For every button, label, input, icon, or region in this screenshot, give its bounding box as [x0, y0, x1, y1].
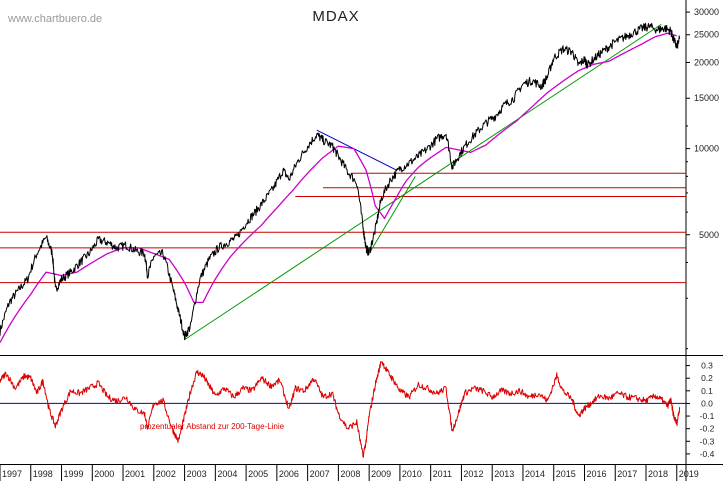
y-tick-label-1: 25000 — [694, 30, 719, 40]
oscillator-line — [0, 361, 681, 458]
y-tick-label-5: 5000 — [699, 230, 719, 240]
osc-tick-label-7: -0.4 — [700, 449, 715, 459]
x-tick-label-1: 1998 — [33, 469, 53, 479]
x-tick-label-6: 2003 — [187, 469, 207, 479]
osc-tick-label-2: 0.1 — [701, 386, 713, 396]
trendline-1 — [368, 176, 416, 254]
x-tick-label-13: 2010 — [402, 469, 422, 479]
osc-tick-label-6: -0.3 — [700, 436, 715, 446]
x-tick-label-21: 2018 — [648, 469, 668, 479]
oscillator-caption: prozentualer Abstand zur 200-Tage-Linie — [140, 422, 285, 431]
y-tick-label-4: 10000 — [694, 144, 719, 154]
watermark: www.chartbuero.de — [7, 13, 102, 25]
x-tick-label-12: 2009 — [371, 469, 391, 479]
osc-tick-label-1: 0.2 — [701, 373, 713, 383]
price-line — [0, 22, 681, 341]
osc-tick-label-0: 0.3 — [701, 361, 713, 371]
y-tick-label-2: 20000 — [694, 57, 719, 67]
x-tick-label-22: 2019 — [679, 469, 699, 479]
x-tick-label-5: 2002 — [156, 469, 176, 479]
x-tick-label-17: 2014 — [525, 469, 545, 479]
trendline-0 — [184, 23, 662, 341]
x-tick-label-0: 1997 — [2, 469, 22, 479]
x-tick-label-15: 2012 — [463, 469, 483, 479]
osc-tick-label-5: -0.2 — [700, 424, 715, 434]
x-tick-label-7: 2004 — [217, 469, 237, 479]
x-tick-label-4: 2001 — [125, 469, 145, 479]
x-tick-label-10: 2007 — [310, 469, 330, 479]
x-tick-label-9: 2006 — [279, 469, 299, 479]
x-tick-label-20: 2017 — [617, 469, 637, 479]
x-tick-label-3: 2000 — [94, 469, 114, 479]
x-tick-label-18: 2015 — [556, 469, 576, 479]
trendline-2 — [316, 129, 398, 171]
x-tick-label-8: 2005 — [248, 469, 268, 479]
x-tick-label-11: 2008 — [340, 469, 360, 479]
chart-title: MDAX — [312, 8, 359, 25]
y-tick-label-3: 15000 — [694, 93, 719, 103]
x-tick-label-2: 1999 — [64, 469, 84, 479]
osc-tick-label-4: -0.1 — [700, 411, 715, 421]
x-tick-label-16: 2013 — [494, 469, 514, 479]
osc-tick-label-3: 0.0 — [701, 398, 713, 408]
x-tick-label-19: 2016 — [586, 469, 606, 479]
x-tick-label-14: 2011 — [433, 469, 452, 479]
y-tick-label-0: 30000 — [694, 7, 719, 17]
